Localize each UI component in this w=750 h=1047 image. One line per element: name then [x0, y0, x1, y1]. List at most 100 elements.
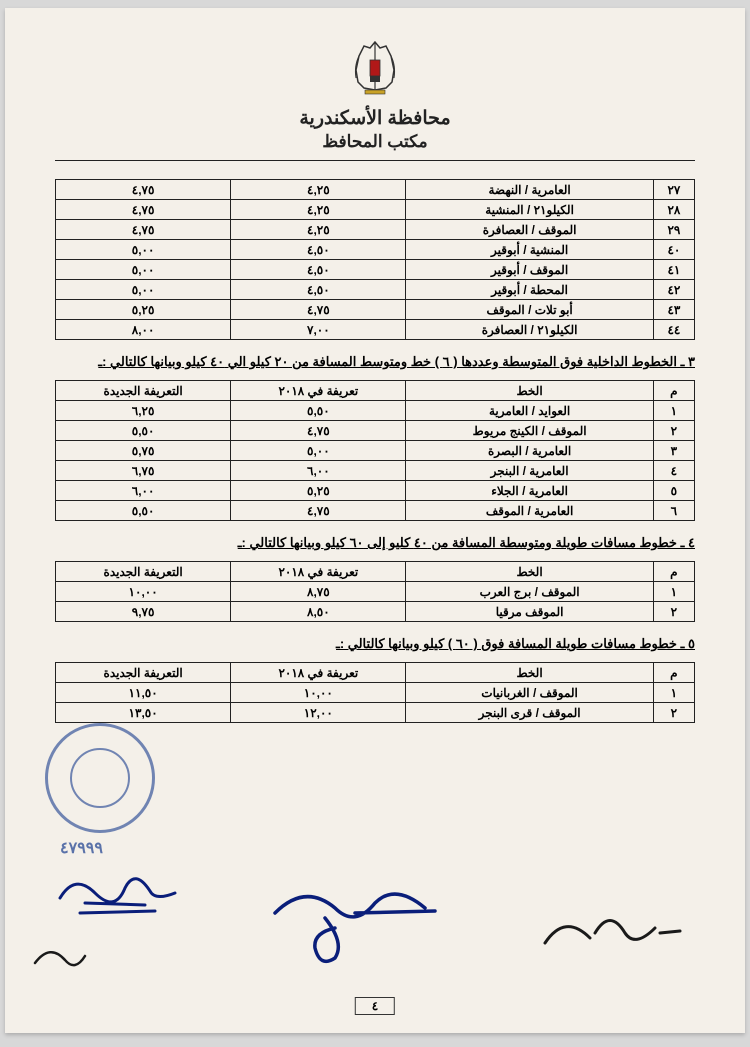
table-cell: ٥,٥٠: [56, 501, 231, 521]
col-m: م: [653, 562, 694, 582]
header-divider: [55, 160, 695, 161]
col-route: الخط: [406, 381, 653, 401]
table-cell: ٣: [653, 441, 694, 461]
table-cell: المحطة / أبوقير: [406, 280, 653, 300]
section-4-title: ٤ ـ خطوط مسافات طويلة ومتوسطة المسافة من…: [55, 535, 695, 551]
table-cell: ٤٤: [653, 320, 694, 340]
table-cell: ٦,٠٠: [56, 481, 231, 501]
table-cell: ٤٣: [653, 300, 694, 320]
table-cell: ٤,٥٠: [231, 240, 406, 260]
table-cell: الموقف / برج العرب: [406, 582, 653, 602]
table-cell: ٥,٠٠: [231, 441, 406, 461]
table-row: ٢الموقف / الكينج مريوط٤,٧٥٥,٥٠: [56, 421, 695, 441]
table-row: ٢الموقف / قرى البنجر١٢,٠٠١٣,٥٠: [56, 703, 695, 723]
table-cell: الموقف مرقيا: [406, 602, 653, 622]
table-cell: ٦,٢٥: [56, 401, 231, 421]
table-cell: ٤٢: [653, 280, 694, 300]
table-cell: ١: [653, 401, 694, 421]
table-row: ٢الموقف مرقيا٨,٥٠٩,٧٥: [56, 602, 695, 622]
table-cell: الموقف / قرى البنجر: [406, 703, 653, 723]
page-number: ٤: [355, 997, 395, 1015]
signature-1-icon: [55, 863, 195, 933]
table-cell: ٥,٢٥: [231, 481, 406, 501]
gov-title: محافظة الأسكندرية: [55, 107, 695, 130]
col-2018: تعريفة في ٢٠١٨: [231, 562, 406, 582]
signatures-area: [45, 873, 695, 973]
table-cell: ٩,٧٥: [56, 602, 231, 622]
table-cell: ١٢,٠٠: [231, 703, 406, 723]
table-row: ٥العامرية / الجلاء٥,٢٥٦,٠٠: [56, 481, 695, 501]
table-cell: العامرية / النهضة: [406, 180, 653, 200]
table-cell: العامرية / البنجر: [406, 461, 653, 481]
table-cell: ٧,٠٠: [231, 320, 406, 340]
table-cell: ٥,٥٠: [56, 421, 231, 441]
table-cell: ٤,٧٥: [56, 200, 231, 220]
table-row: ٢٨الكيلو٢١ / المنشية٤,٢٥٤,٧٥: [56, 200, 695, 220]
table-cell: ٥,٠٠: [56, 260, 231, 280]
table-cell: ١: [653, 582, 694, 602]
section-5-title: ٥ ـ خطوط مسافات طويلة المسافة فوق ( ٦٠ )…: [55, 636, 695, 652]
table-cell: ٥,٧٥: [56, 441, 231, 461]
table-cell: الموقف / أبوقير: [406, 260, 653, 280]
table-cell: ٢٧: [653, 180, 694, 200]
table-row: ١الموقف / برج العرب٨,٧٥١٠,٠٠: [56, 582, 695, 602]
section-3-title: ٣ ـ الخطوط الداخلية فوق المتوسطة وعددها …: [55, 354, 695, 370]
table-row: ٣العامرية / البصرة٥,٠٠٥,٧٥: [56, 441, 695, 461]
table-cell: ٤,٧٥: [231, 501, 406, 521]
table-row: ١الموقف / الغربانيات١٠,٠٠١١,٥٠: [56, 683, 695, 703]
table-cell: ٦,٧٥: [56, 461, 231, 481]
table-cell: الموقف / العصافرة: [406, 220, 653, 240]
table-cell: الموقف / الكينج مريوط: [406, 421, 653, 441]
signature-3-icon: [535, 903, 685, 963]
fares-table-4: م الخط تعريفة في ٢٠١٨ التعريفة الجديدة ١…: [55, 561, 695, 622]
table-cell: ٤,٢٥: [231, 180, 406, 200]
table-cell: ٤,٧٥: [56, 180, 231, 200]
table-cell: ٦,٠٠: [231, 461, 406, 481]
table-cell: ٨,٧٥: [231, 582, 406, 602]
table-row: ٤٤الكيلو٢١ / العصافرة٧,٠٠٨,٠٠: [56, 320, 695, 340]
table-row: ٤١الموقف / أبوقير٤,٥٠٥,٠٠: [56, 260, 695, 280]
document-page: محافظة الأسكندرية مكتب المحافظ ٢٧العامري…: [5, 8, 745, 1033]
table-row: ٤٢المحطة / أبوقير٤,٥٠٥,٠٠: [56, 280, 695, 300]
fares-table-5: م الخط تعريفة في ٢٠١٨ التعريفة الجديدة ١…: [55, 662, 695, 723]
table-cell: ٤,٧٥: [56, 220, 231, 240]
table-cell: ٥: [653, 481, 694, 501]
egypt-emblem-icon: [55, 38, 695, 101]
table-row: ٤٠المنشية / أبوقير٤,٥٠٥,٠٠: [56, 240, 695, 260]
table-cell: العوايد / العامرية: [406, 401, 653, 421]
table-cell: ١٣,٥٠: [56, 703, 231, 723]
table-cell: ٢: [653, 703, 694, 723]
table-cell: ٤,٧٥: [231, 300, 406, 320]
table-cell: الموقف / الغربانيات: [406, 683, 653, 703]
table-row: ٢٩الموقف / العصافرة٤,٢٥٤,٧٥: [56, 220, 695, 240]
table-cell: العامرية / الجلاء: [406, 481, 653, 501]
table-cell: ١: [653, 683, 694, 703]
fares-table-3: م الخط تعريفة في ٢٠١٨ التعريفة الجديدة ١…: [55, 380, 695, 521]
signature-2-icon: [265, 873, 445, 973]
table-row: ٦العامرية / الموقف٤,٧٥٥,٥٠: [56, 501, 695, 521]
table-cell: ٥,٢٥: [56, 300, 231, 320]
table-cell: ٤,٧٥: [231, 421, 406, 441]
header: محافظة الأسكندرية مكتب المحافظ: [55, 38, 695, 161]
table-cell: ٢: [653, 602, 694, 622]
table-row: ٤٣أبو تلات / الموقف٤,٧٥٥,٢٥: [56, 300, 695, 320]
office-title: مكتب المحافظ: [55, 132, 695, 152]
table-cell: الكيلو٢١ / العصافرة: [406, 320, 653, 340]
col-m: م: [653, 381, 694, 401]
table-cell: ٢٨: [653, 200, 694, 220]
table-cell: ٨,٥٠: [231, 602, 406, 622]
col-route: الخط: [406, 663, 653, 683]
table-cell: الكيلو٢١ / المنشية: [406, 200, 653, 220]
table-cell: العامرية / البصرة: [406, 441, 653, 461]
table-cell: ٥,٥٠: [231, 401, 406, 421]
table-cell: أبو تلات / الموقف: [406, 300, 653, 320]
col-route: الخط: [406, 562, 653, 582]
table-cell: ٨,٠٠: [56, 320, 231, 340]
table-cell: ١١,٥٠: [56, 683, 231, 703]
col-new: التعريفة الجديدة: [56, 663, 231, 683]
table-cell: ١٠,٠٠: [231, 683, 406, 703]
table-row: ٢٧العامرية / النهضة٤,٢٥٤,٧٥: [56, 180, 695, 200]
official-stamp: [45, 723, 155, 833]
table-cell: ٤: [653, 461, 694, 481]
table-cell: ٤١: [653, 260, 694, 280]
